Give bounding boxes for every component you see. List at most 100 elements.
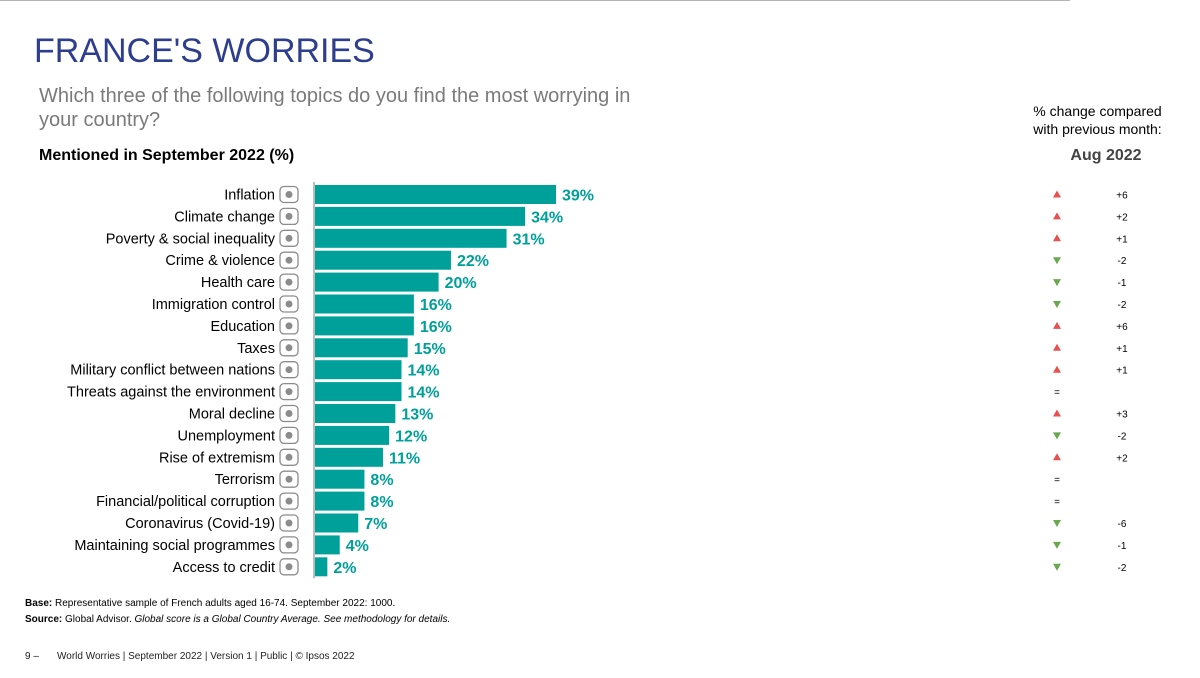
bar (315, 316, 414, 336)
down-arrow-icon (1053, 301, 1061, 308)
down-arrow-icon (1053, 432, 1061, 440)
top-rule (0, 0, 1070, 1)
base-note: Base: Representative sample of French ad… (25, 598, 395, 609)
value-label: 20% (445, 275, 477, 292)
change-value: -2 (1118, 300, 1127, 311)
up-arrow-icon (1053, 343, 1061, 351)
value-label: 14% (408, 363, 440, 380)
bar (315, 469, 365, 489)
bar (315, 535, 340, 555)
change-panel-month: Aug 2022 (1070, 147, 1142, 164)
crime-icon (279, 251, 299, 269)
bar (315, 360, 402, 380)
change-value: -1 (1118, 541, 1127, 552)
bar (315, 491, 365, 511)
source-italic-text: Global score is a Global Country Average… (134, 614, 451, 625)
bar (315, 228, 507, 248)
up-arrow-icon (1053, 365, 1061, 373)
change-value: +6 (1116, 322, 1128, 333)
immigration-icon (279, 295, 299, 313)
change-panel-label: % change compared with previous month: (1033, 103, 1162, 137)
value-label: 16% (420, 297, 452, 314)
category-label: Maintaining social programmes (74, 538, 275, 554)
down-arrow-icon (1053, 520, 1061, 527)
page-number: 9 – (25, 651, 39, 662)
page-footer: 9 – World Worries | September 2022 | Vers… (25, 651, 355, 662)
down-arrow-icon (1053, 257, 1061, 265)
up-arrow-icon (1053, 453, 1061, 461)
change-value: = (1054, 497, 1060, 508)
change-value: +1 (1116, 234, 1128, 245)
down-arrow-icon (1053, 541, 1061, 549)
value-label: 11% (389, 450, 420, 467)
bar (315, 382, 402, 402)
category-label: Financial/political corruption (96, 494, 275, 510)
category-label: Education (211, 319, 276, 335)
inflation-icon (279, 185, 299, 204)
coronavirus-icon (279, 514, 299, 532)
value-label: 22% (457, 253, 489, 270)
change-value: -2 (1118, 431, 1127, 442)
category-label: Health care (201, 275, 275, 291)
extremism-icon (279, 448, 299, 466)
change-value: = (1054, 388, 1060, 399)
value-label: 7% (364, 516, 387, 533)
terrorism-icon (279, 470, 299, 488)
down-arrow-icon (1053, 279, 1061, 287)
change-value: -1 (1118, 278, 1127, 289)
change-value: +1 (1116, 344, 1128, 355)
corruption-icon (279, 492, 299, 510)
change-value: +6 (1116, 191, 1128, 202)
category-label: Taxes (237, 341, 275, 357)
change-value: -2 (1118, 563, 1127, 574)
value-label: 16% (420, 319, 452, 336)
change-value: -2 (1118, 256, 1127, 267)
bar (315, 447, 383, 467)
social-programmes-icon (279, 536, 299, 554)
up-arrow-icon (1053, 190, 1061, 198)
question-text: Which three of the following topics do y… (39, 85, 631, 131)
value-label: 12% (395, 428, 427, 445)
unemployment-icon (279, 426, 299, 445)
bar (315, 557, 328, 577)
bar (315, 404, 396, 423)
category-label: Threats against the environment (67, 385, 275, 401)
bar (315, 185, 556, 204)
source-label: Source: (25, 614, 63, 625)
category-label: Access to credit (173, 560, 275, 576)
source-text: Global Advisor. (62, 614, 135, 625)
bar (315, 294, 414, 314)
credit-icon (279, 558, 299, 576)
base-label: Base: (25, 598, 53, 609)
change-value: = (1054, 475, 1060, 486)
up-arrow-icon (1053, 212, 1061, 220)
education-icon (279, 317, 299, 335)
up-arrow-icon (1053, 234, 1061, 242)
up-arrow-icon (1053, 409, 1061, 417)
category-label: Crime & violence (165, 253, 275, 269)
category-label: Inflation (224, 188, 275, 204)
base-text: Representative sample of French adults a… (52, 598, 396, 609)
category-label: Terrorism (215, 472, 275, 488)
category-label: Coronavirus (Covid-19) (125, 516, 275, 532)
value-label: 8% (370, 494, 393, 511)
category-label: Moral decline (189, 407, 275, 423)
taxes-icon (279, 339, 299, 357)
category-label: Rise of extremism (159, 450, 275, 466)
value-label: 4% (346, 538, 369, 555)
category-label: Unemployment (177, 428, 275, 444)
military-conflict-icon (279, 361, 299, 379)
value-label: 2% (333, 560, 356, 577)
bar (315, 272, 439, 292)
value-label: 8% (370, 472, 393, 489)
source-note: Source: Global Advisor. Global score is … (25, 614, 450, 625)
bar (315, 250, 451, 270)
category-label: Military conflict between nations (70, 363, 275, 379)
change-value: +1 (1116, 366, 1128, 377)
environment-icon (279, 382, 299, 401)
page-title: FRANCE'S WORRIES (34, 32, 375, 70)
value-label: 34% (531, 209, 563, 226)
bar (315, 338, 408, 358)
poverty-icon (279, 229, 299, 247)
